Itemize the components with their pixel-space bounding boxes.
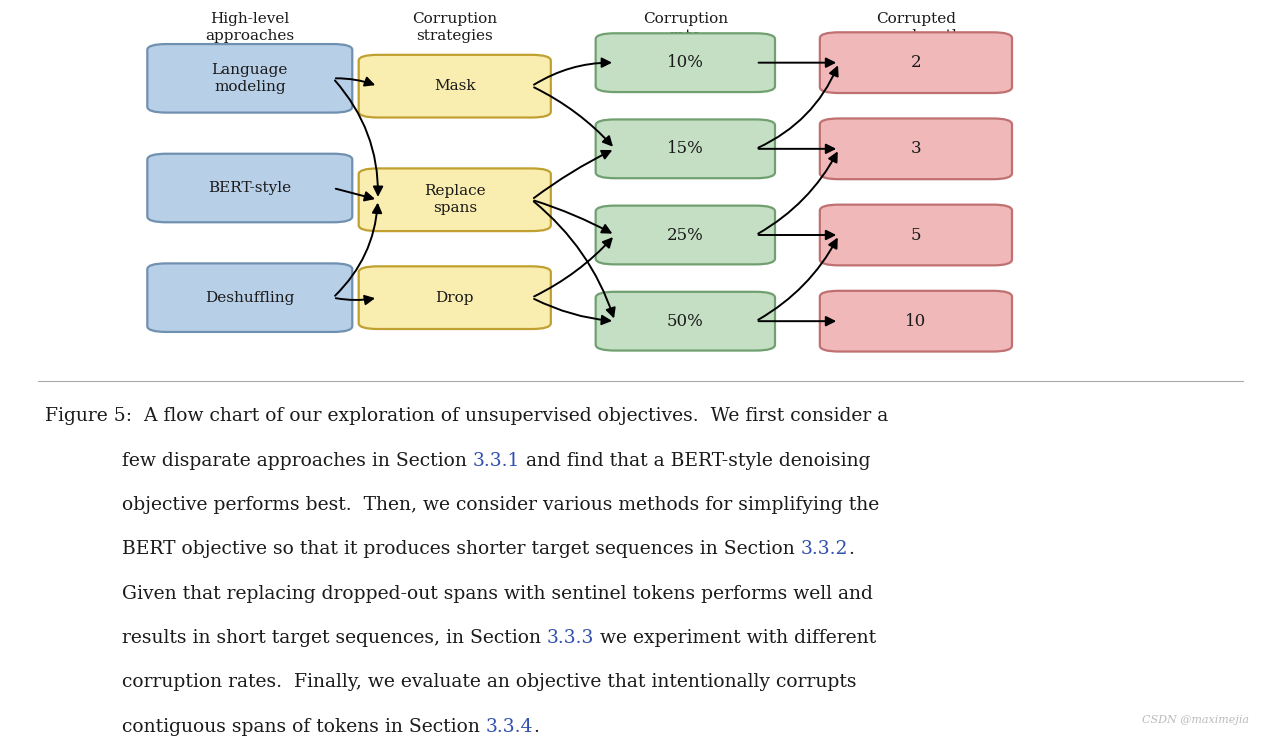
Text: 25%: 25% xyxy=(667,226,703,244)
FancyBboxPatch shape xyxy=(359,168,551,231)
FancyBboxPatch shape xyxy=(359,55,551,118)
FancyBboxPatch shape xyxy=(596,120,775,178)
Text: 10%: 10% xyxy=(667,54,703,71)
FancyBboxPatch shape xyxy=(147,154,352,222)
Text: Corruption
strategies: Corruption strategies xyxy=(412,12,497,43)
Text: 3.3.1: 3.3.1 xyxy=(473,452,520,470)
FancyBboxPatch shape xyxy=(820,33,1012,93)
Text: few disparate approaches in Section: few disparate approaches in Section xyxy=(122,452,473,470)
Text: CSDN @maximejia: CSDN @maximejia xyxy=(1141,715,1249,725)
FancyBboxPatch shape xyxy=(820,291,1012,352)
Text: BERT-style: BERT-style xyxy=(209,181,291,195)
Text: BERT objective so that it produces shorter target sequences in Section: BERT objective so that it produces short… xyxy=(122,540,801,559)
Text: .: . xyxy=(533,718,539,736)
Text: 5: 5 xyxy=(911,226,921,244)
Text: 15%: 15% xyxy=(667,140,703,157)
FancyBboxPatch shape xyxy=(596,205,775,265)
FancyBboxPatch shape xyxy=(596,33,775,92)
Text: Replace
spans: Replace spans xyxy=(424,184,485,215)
Text: objective performs best.  Then, we consider various methods for simplifying the: objective performs best. Then, we consid… xyxy=(122,496,879,514)
Text: High-level
approaches: High-level approaches xyxy=(205,12,295,43)
FancyBboxPatch shape xyxy=(147,263,352,332)
Text: Given that replacing dropped-out spans with sentinel tokens performs well and: Given that replacing dropped-out spans w… xyxy=(122,585,872,603)
FancyBboxPatch shape xyxy=(820,205,1012,265)
Text: .: . xyxy=(848,540,854,559)
Text: Drop: Drop xyxy=(436,290,474,304)
FancyBboxPatch shape xyxy=(820,118,1012,179)
FancyBboxPatch shape xyxy=(359,266,551,329)
Text: we experiment with different: we experiment with different xyxy=(594,629,876,647)
Text: Corruption
rate: Corruption rate xyxy=(643,12,728,43)
Text: 50%: 50% xyxy=(667,313,703,330)
Text: A flow chart of our exploration of unsupervised objectives.  We first consider a: A flow chart of our exploration of unsup… xyxy=(132,407,888,426)
Text: and find that a BERT-style denoising: and find that a BERT-style denoising xyxy=(520,452,871,470)
Text: contiguous spans of tokens in Section: contiguous spans of tokens in Section xyxy=(122,718,485,736)
Text: 3.3.2: 3.3.2 xyxy=(801,540,848,559)
Text: Mask: Mask xyxy=(434,79,475,93)
Text: 3.3.3: 3.3.3 xyxy=(547,629,594,647)
Text: Language
modeling: Language modeling xyxy=(211,63,288,94)
Text: 2: 2 xyxy=(911,54,921,71)
Text: 3.3.4: 3.3.4 xyxy=(485,718,533,736)
Text: 3: 3 xyxy=(911,140,921,157)
Text: results in short target sequences, in Section: results in short target sequences, in Se… xyxy=(122,629,547,647)
Text: corruption rates.  Finally, we evaluate an objective that intentionally corrupts: corruption rates. Finally, we evaluate a… xyxy=(122,673,856,692)
FancyBboxPatch shape xyxy=(147,44,352,112)
Text: Deshuffling: Deshuffling xyxy=(205,290,295,304)
FancyBboxPatch shape xyxy=(596,292,775,350)
Text: 10: 10 xyxy=(906,313,926,330)
Text: Figure 5:: Figure 5: xyxy=(45,407,132,426)
Text: Corrupted
span length: Corrupted span length xyxy=(871,12,961,43)
